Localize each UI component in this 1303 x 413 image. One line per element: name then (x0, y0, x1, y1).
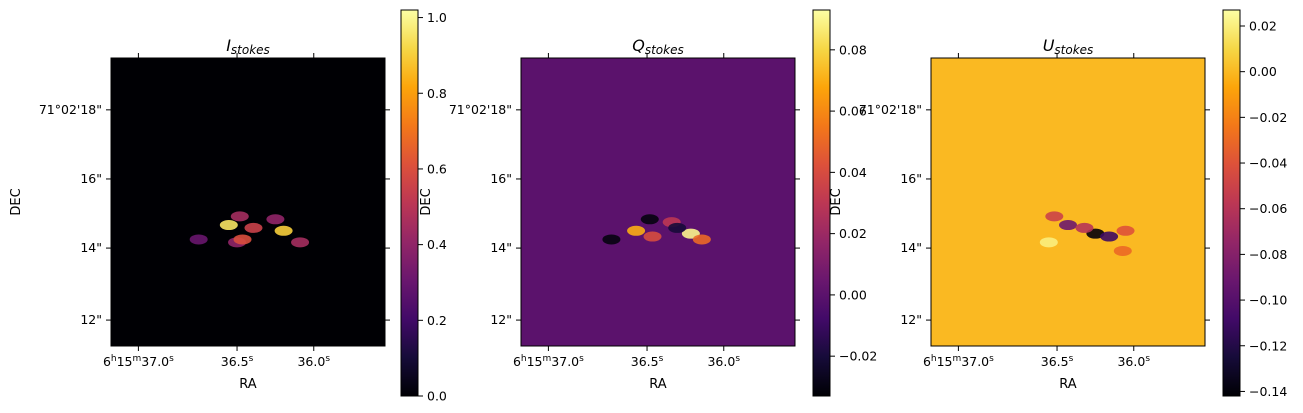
plot-frame (930, 57, 1206, 347)
emission-features (189, 211, 310, 248)
panel-title: Istokes (226, 36, 270, 57)
colorbar-tick-label: −0.12 (1249, 338, 1287, 353)
colorbar-tick-label: 0.6 (427, 161, 447, 176)
plot-frame (110, 57, 386, 347)
emission-feature (291, 237, 310, 248)
panel-3: Ustokes 6h15m37.0s 36.5s 36.0s 71°02'18" 16" 1… (829, 9, 1287, 399)
y-tick-label: 14" (900, 240, 922, 255)
emission-feature (189, 234, 208, 245)
emission-feature (1100, 231, 1119, 242)
colorbar-tick-label: −0.02 (839, 349, 877, 364)
emission-feature (643, 231, 662, 242)
colorbar-tick-label: 0.2 (427, 313, 447, 328)
y-axis-label: DEC (419, 188, 434, 215)
emission-feature (233, 234, 252, 245)
y-tick-label: 12" (900, 312, 922, 327)
emission-feature (602, 234, 621, 245)
emission-feature (1059, 220, 1077, 231)
emission-feature (230, 211, 249, 222)
y-tick-label: 14" (80, 240, 102, 255)
x-axis-label: RA (1059, 377, 1077, 392)
panel-2: Qstokes 6h15m37.0s 36.5s 36.0s 71°02'18" 16" 1… (419, 9, 877, 397)
colorbar: −0.02 0.00 0.02 0.04 0.06 0.08 (812, 9, 877, 397)
colorbar-tick-label: 0.02 (1249, 18, 1277, 33)
colorbar-frame (400, 9, 419, 397)
emission-feature (627, 225, 646, 236)
colorbar-tick-label: 0.4 (427, 237, 447, 252)
emission-feature (266, 214, 285, 225)
emission-feature (1116, 225, 1135, 236)
y-tick-label: 71°02'18" (449, 102, 512, 117)
colorbar-gradient (813, 10, 830, 396)
x-tick-label: 36.5s (221, 354, 254, 369)
emission-feature (1075, 222, 1094, 233)
colorbar: −0.14 −0.12 −0.10 −0.08 −0.06 −0.04 −0.02 0.00 0… (1222, 9, 1287, 399)
y-tick-label: 71°02'18" (859, 102, 922, 117)
x-tick-label: 6h15m37.0s (103, 354, 174, 369)
plot-frame (520, 57, 796, 347)
x-tick-label: 36.0s (1117, 354, 1150, 369)
panel-title: Qstokes (632, 36, 683, 57)
colorbar-gradient (1223, 10, 1240, 396)
emission-feature (1113, 245, 1132, 256)
colorbar-tick-label: −0.10 (1249, 293, 1287, 308)
y-tick-label: 12" (490, 312, 512, 327)
panel-title: Ustokes (1043, 36, 1094, 57)
colorbar-tick-label: −0.14 (1249, 384, 1287, 399)
y-tick-label: 16" (490, 171, 512, 186)
emission-features (1039, 211, 1135, 256)
colorbar-tick-label: 0.0 (427, 389, 447, 404)
colorbar-gradient (401, 10, 418, 396)
emission-feature (668, 222, 687, 233)
x-tick-label: 36.5s (631, 354, 664, 369)
y-tick-label: 16" (900, 171, 922, 186)
colorbar-tick-label: 0.00 (1249, 64, 1277, 79)
emission-feature (692, 234, 711, 245)
colorbar-tick-label: 0.04 (839, 165, 867, 180)
colorbar-tick-label: −0.08 (1249, 247, 1287, 262)
colorbar-tick-label: 0.08 (839, 42, 867, 57)
panel-1: Istokes 6h15m37.0s 36.5s 36.0s 71°02'18" 16" 1… (9, 9, 447, 404)
emission-feature (274, 225, 293, 236)
colorbar: 0.0 0.2 0.4 0.6 0.8 1.0 (400, 9, 447, 404)
emission-feature (219, 220, 238, 231)
x-tick-label: 36.5s (1041, 354, 1074, 369)
colorbar-tick-label: −0.02 (1249, 110, 1287, 125)
y-tick-label: 16" (80, 171, 102, 186)
colorbar-tick-label: 0.8 (427, 86, 447, 101)
y-tick-label: 71°02'18" (39, 102, 102, 117)
colorbar-tick-label: 0.06 (839, 104, 867, 119)
x-axis-label: RA (649, 377, 667, 392)
emission-feature (1039, 237, 1058, 248)
colorbar-frame (812, 9, 831, 397)
y-axis-label: DEC (829, 188, 844, 215)
image-background (111, 58, 385, 346)
y-tick-label: 14" (490, 240, 512, 255)
image-background (931, 58, 1205, 346)
colorbar-tick-label: 0.02 (839, 226, 867, 241)
colorbar-frame (1222, 9, 1241, 397)
colorbar-tick-label: −0.06 (1249, 201, 1287, 216)
emission-feature (244, 222, 263, 233)
colorbar-tick-label: 0.00 (839, 287, 867, 302)
colorbar-tick-label: 1.0 (427, 10, 447, 25)
x-tick-label: 36.0s (707, 354, 740, 369)
x-tick-label: 6h15m37.0s (923, 354, 994, 369)
y-axis-label: DEC (9, 188, 24, 215)
emission-features (602, 214, 711, 245)
image-background (521, 58, 795, 346)
y-tick-label: 12" (80, 312, 102, 327)
x-axis-label: RA (239, 377, 257, 392)
emission-feature (640, 214, 659, 225)
colorbar-tick-label: −0.04 (1249, 156, 1287, 171)
x-tick-label: 6h15m37.0s (513, 354, 584, 369)
emission-feature (1045, 211, 1064, 222)
x-tick-label: 36.0s (297, 354, 330, 369)
